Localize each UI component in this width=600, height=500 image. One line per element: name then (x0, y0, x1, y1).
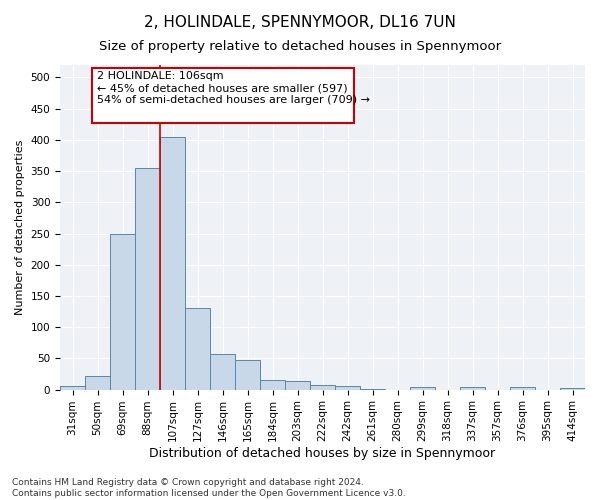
Bar (60, 386, 85, 390)
Bar (85, 376, 110, 390)
Y-axis label: Number of detached properties: Number of detached properties (15, 140, 25, 315)
Bar (260, 380, 285, 390)
Bar (135, 168, 160, 390)
Bar (510, 387, 535, 390)
Bar (285, 381, 310, 390)
Bar (210, 354, 235, 390)
Bar (110, 234, 135, 390)
Bar (310, 385, 335, 390)
X-axis label: Distribution of detached houses by size in Spennymoor: Distribution of detached houses by size … (149, 447, 496, 460)
Bar (160, 137, 185, 390)
Bar (335, 386, 360, 390)
Bar (185, 308, 210, 390)
Text: 2, HOLINDALE, SPENNYMOOR, DL16 7UN: 2, HOLINDALE, SPENNYMOOR, DL16 7UN (144, 15, 456, 30)
Bar (360, 389, 385, 390)
Bar (460, 387, 485, 390)
Bar (410, 387, 435, 390)
FancyBboxPatch shape (92, 68, 354, 124)
Text: Size of property relative to detached houses in Spennymoor: Size of property relative to detached ho… (99, 40, 501, 53)
Bar (235, 360, 260, 390)
Bar (560, 388, 585, 390)
Text: 2 HOLINDALE: 106sqm
← 45% of detached houses are smaller (597)
54% of semi-detac: 2 HOLINDALE: 106sqm ← 45% of detached ho… (97, 72, 370, 104)
Text: Contains HM Land Registry data © Crown copyright and database right 2024.
Contai: Contains HM Land Registry data © Crown c… (12, 478, 406, 498)
